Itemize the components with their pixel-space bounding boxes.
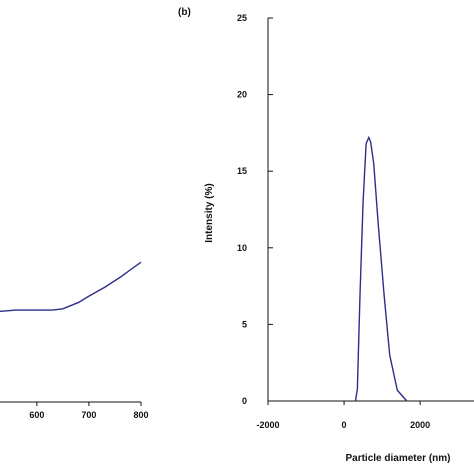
right-series-line	[354, 135, 408, 402]
y-tick-label: 20	[237, 90, 247, 100]
panel-label-b: (b)	[178, 7, 191, 18]
y-tick-label: 25	[237, 13, 247, 23]
left-panel-plot: 600 700 800	[0, 261, 149, 420]
x-tick-label: -2000	[256, 420, 279, 430]
x-tick-label: 0	[342, 420, 347, 430]
left-x-ticks: 600 700 800	[29, 402, 149, 420]
y-tick-label: 5	[242, 319, 247, 329]
y-axis-label: Intensity (%)	[204, 183, 215, 242]
right-x-ticks: -2000 0 2000	[256, 401, 430, 430]
left-x-tick-label: 700	[81, 410, 96, 420]
left-x-tick-label: 800	[133, 410, 148, 420]
left-x-tick-label: 600	[29, 410, 44, 420]
y-tick-label: 0	[242, 396, 247, 406]
left-series-line	[0, 261, 142, 312]
right-y-ticks: 0 5 10 15 20 25	[237, 13, 273, 406]
x-axis-label: Particle diameter (nm)	[345, 453, 450, 464]
x-tick-label: 2000	[410, 420, 430, 430]
y-tick-label: 15	[237, 166, 247, 176]
y-tick-label: 10	[237, 243, 247, 253]
